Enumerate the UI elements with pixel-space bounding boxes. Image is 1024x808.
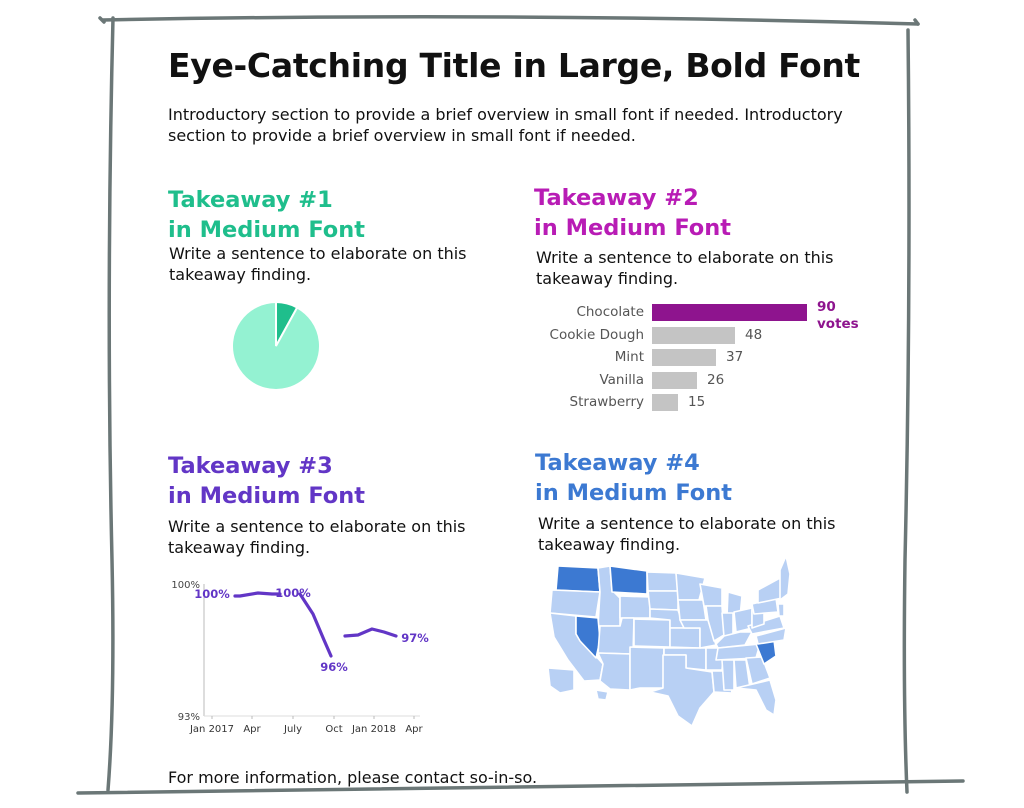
takeaway-2-title: Takeaway #2 in Medium Font	[534, 183, 731, 243]
map-state-arizona	[597, 652, 631, 691]
takeaway-4-title: Takeaway #4 in Medium Font	[535, 448, 732, 508]
takeaway-1-body: Write a sentence to elaborate on this ta…	[169, 244, 467, 284]
x-tick-label: Jan 2018	[351, 724, 396, 735]
x-tick-label: Oct	[325, 724, 342, 735]
line-data-label: 100%	[194, 587, 230, 601]
bar	[652, 372, 697, 389]
map-state-south-dakota	[647, 590, 679, 611]
map-state-mississippi	[721, 659, 735, 691]
x-tick-label: Apr	[243, 724, 261, 735]
line-series-segment	[343, 627, 398, 638]
line-data-label: 100%	[275, 586, 311, 600]
x-tick-label: Jan 2017	[189, 724, 234, 735]
map-state-new-jersey	[777, 603, 785, 617]
map-state-new-york	[757, 577, 783, 604]
map-state-washington	[555, 565, 601, 593]
bar-chart: Chocolate 90 votes Cookie Dough 48 Mint 37 Vani…	[530, 299, 890, 418]
map-state-florida	[735, 679, 777, 716]
bar-value-label: 26	[707, 372, 725, 388]
bar-value-label: 15	[688, 394, 706, 410]
takeaway-2-title-line1: Takeaway #2	[534, 185, 699, 211]
map-state-montana	[609, 565, 648, 595]
page-title: Eye-Catching Title in Large, Bold Font	[168, 46, 861, 85]
map-state-north-carolina	[755, 627, 787, 645]
bar-category-label: Strawberry	[569, 394, 644, 410]
takeaway-2-body: Write a sentence to elaborate on this ta…	[536, 248, 834, 288]
y-tick-label: 93%	[178, 712, 200, 723]
x-tick-label: Apr	[405, 724, 423, 735]
takeaway-3-body: Write a sentence to elaborate on this ta…	[168, 517, 466, 557]
takeaway-1-title-line2: in Medium Font	[168, 217, 366, 243]
y-tick-label: 100%	[171, 580, 200, 591]
bar-value-label: 48	[745, 327, 763, 343]
map-state-wyoming	[619, 595, 651, 619]
line-data-label: 96%	[320, 660, 348, 674]
bar	[652, 327, 735, 344]
line-series-segment	[233, 591, 282, 598]
bar-category-label: Vanilla	[599, 372, 644, 388]
takeaway-3-title: Takeaway #3 in Medium Font	[168, 451, 365, 511]
map-state-iowa	[677, 599, 707, 621]
takeaway-4-title-line1: Takeaway #4	[535, 450, 700, 476]
bar-category-label: Cookie Dough	[549, 327, 644, 343]
map-state-wisconsin	[699, 583, 723, 607]
map-state-new-england	[779, 555, 791, 601]
intro-text: Introductory section to provide a brief …	[168, 105, 843, 145]
footer-contact: For more information, please contact so-…	[168, 768, 538, 787]
takeaway-4-title-line2: in Medium Font	[535, 480, 733, 506]
line-data-label: 97%	[401, 631, 429, 645]
bar-row: Mint 37	[530, 348, 890, 366]
map-state-hawaii	[595, 689, 609, 701]
map-state-north-dakota	[646, 571, 679, 592]
takeaway-1-title-line1: Takeaway #1	[168, 187, 333, 213]
line-series-segment	[298, 592, 333, 658]
bar-row: Vanilla 26	[530, 371, 890, 389]
map-state-illinois	[705, 605, 725, 642]
map-state-kansas	[669, 627, 701, 649]
bar-row: Strawberry 15	[530, 393, 890, 411]
map-state-oregon	[549, 589, 601, 618]
bar-category-label: Mint	[614, 349, 644, 365]
bar	[652, 304, 807, 321]
pie-slice-rest	[231, 300, 321, 391]
bar-value-label-highlight: 90 votes	[817, 299, 859, 332]
takeaway-1-title: Takeaway #1 in Medium Font	[168, 185, 365, 245]
bar	[652, 394, 678, 411]
takeaway-2-title-line2: in Medium Font	[534, 215, 732, 241]
bar-row: Cookie Dough 48	[530, 326, 890, 344]
map-state-colorado	[633, 618, 671, 648]
map-state-nevada	[575, 615, 601, 659]
takeaway-4-body: Write a sentence to elaborate on this ta…	[538, 514, 836, 554]
bar	[652, 349, 716, 366]
map-state-texas	[649, 654, 715, 727]
map-state-alaska	[547, 667, 575, 694]
bar-category-label: Chocolate	[576, 304, 644, 320]
x-tick-label: July	[283, 724, 302, 735]
bar-value-label: 37	[726, 349, 744, 365]
map-state-new-mexico	[629, 646, 665, 691]
takeaway-3-title-line2: in Medium Font	[168, 483, 366, 509]
map-state-virginia	[747, 615, 785, 635]
bar-row: Chocolate 90 votes	[530, 299, 890, 332]
takeaway-3-title-line1: Takeaway #3	[168, 453, 333, 479]
